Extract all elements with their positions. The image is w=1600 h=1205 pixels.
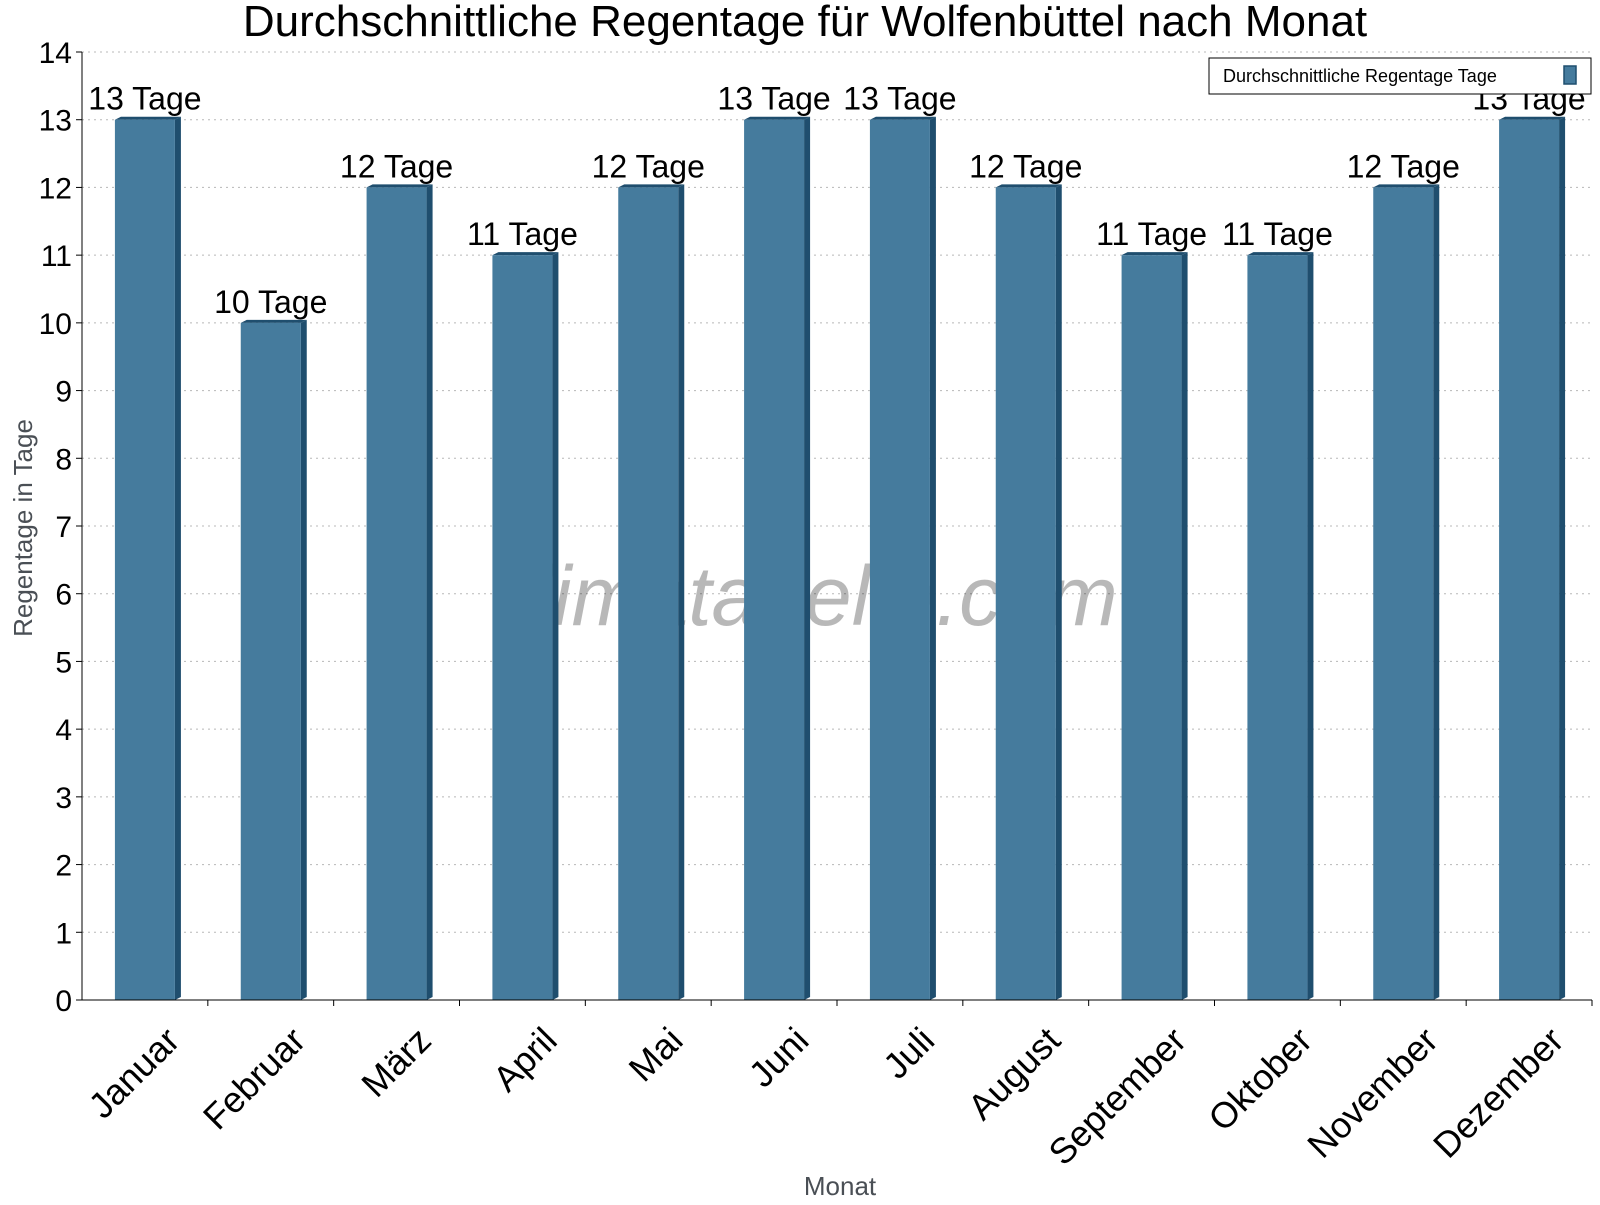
data-labels: 13 Tage 10 Tage 12 Tage 11 Tage 12 Tage 13 Ta…: [88, 81, 1585, 320]
bar-top: [869, 116, 936, 120]
bar-top: [1499, 116, 1566, 120]
x-tick-label: März: [353, 1019, 439, 1105]
bar-front: [1247, 255, 1308, 1001]
bar: [1247, 252, 1314, 1001]
bar-front: [1121, 255, 1182, 1001]
bar-front: [240, 322, 301, 1000]
x-tick-label: Oktober: [1200, 1019, 1320, 1139]
data-label: 11 Tage: [1096, 216, 1207, 252]
legend-label: Durchschnittliche Regentage Tage: [1223, 66, 1497, 86]
bar-front: [869, 119, 930, 1000]
x-tick-label: November: [1299, 1019, 1445, 1165]
y-tick-label: 2: [55, 850, 72, 883]
bar-top: [1247, 252, 1314, 256]
bar-side: [804, 116, 811, 1000]
bar-top: [1373, 184, 1440, 188]
bars: [114, 116, 1566, 1001]
bar-front: [1499, 119, 1560, 1000]
x-tick-label: September: [1040, 1019, 1194, 1173]
bar-top: [240, 319, 307, 323]
data-label: 13 Tage: [88, 81, 201, 117]
y-tick-label: 6: [55, 579, 72, 612]
y-tick-label: 10: [39, 308, 72, 341]
x-tick-label: Mai: [621, 1019, 691, 1089]
y-tick-label: 9: [55, 376, 72, 409]
bar-front: [366, 187, 427, 1000]
bar-side: [300, 319, 307, 1000]
bar-top: [492, 252, 559, 256]
x-tick-label: Juli: [875, 1019, 942, 1086]
bar-front: [492, 255, 553, 1001]
bar-top: [618, 184, 685, 188]
bar-side: [1181, 252, 1188, 1001]
x-tick-label: Februar: [195, 1019, 313, 1137]
bar-side: [929, 116, 936, 1000]
bar-top: [114, 116, 181, 120]
y-tick-label: 13: [39, 105, 72, 138]
y-tick-label: 12: [39, 172, 72, 205]
bar: [1373, 184, 1440, 1000]
bar: [618, 184, 685, 1000]
y-tick-label: 11: [41, 240, 72, 273]
data-label: 12 Tage: [592, 148, 705, 184]
data-label: 11 Tage: [467, 216, 578, 252]
bar-top: [1121, 252, 1188, 256]
bar: [869, 116, 936, 1000]
y-tick-label: 8: [55, 443, 72, 476]
y-tick-label: 0: [55, 985, 72, 1018]
bar-front: [618, 187, 679, 1000]
bar-front: [114, 119, 175, 1000]
bar: [744, 116, 811, 1000]
bar: [1499, 116, 1566, 1000]
data-label: 12 Tage: [969, 148, 1082, 184]
legend-box: [1208, 57, 1592, 95]
bar-side: [1055, 184, 1062, 1000]
chart-title: Durchschnittliche Regentage für Wolfenbü…: [243, 0, 1367, 46]
y-tick-label: 1: [55, 917, 72, 950]
y-axis-title: Regentage in Tage: [8, 419, 38, 637]
data-label: 13 Tage: [843, 81, 956, 117]
data-label: 11 Tage: [1222, 216, 1333, 252]
x-tick-label: Juni: [741, 1019, 817, 1095]
x-tick-label: August: [960, 1019, 1068, 1127]
bar-side: [1433, 184, 1440, 1000]
x-axis-title: Monat: [804, 1171, 877, 1200]
legend: Durchschnittliche Regentage Tage: [1208, 57, 1592, 95]
bar-front: [1373, 187, 1434, 1000]
y-tick-label: 4: [55, 714, 72, 747]
data-label: 12 Tage: [1347, 148, 1460, 184]
bar-front: [744, 119, 805, 1000]
y-tick-label: 14: [39, 37, 72, 70]
bar: [995, 184, 1062, 1000]
bar-side: [678, 184, 685, 1000]
bar: [240, 319, 307, 1000]
data-label: 13 Tage: [717, 81, 830, 117]
bar: [366, 184, 433, 1000]
bar-side: [1307, 252, 1314, 1001]
y-tick-label: 3: [55, 782, 72, 815]
bar-top: [366, 184, 433, 188]
bar-top: [995, 184, 1062, 188]
bar: [492, 252, 559, 1001]
data-label: 12 Tage: [340, 148, 453, 184]
bar-side: [552, 252, 559, 1001]
bar-side: [1559, 116, 1566, 1000]
bar-side: [174, 116, 181, 1000]
x-tick-label: April: [485, 1019, 565, 1099]
bar-side: [426, 184, 433, 1000]
bar-front: [995, 187, 1056, 1000]
y-tick-label: 7: [55, 511, 72, 544]
x-tick-label: Januar: [80, 1019, 187, 1126]
data-label: 10 Tage: [214, 284, 327, 320]
y-tick-label: 5: [55, 646, 72, 679]
x-tick-label: Dezember: [1425, 1019, 1571, 1165]
legend-swatch: [1563, 65, 1577, 85]
bar: [114, 116, 181, 1000]
bar: [1121, 252, 1188, 1001]
bar-top: [744, 116, 811, 120]
